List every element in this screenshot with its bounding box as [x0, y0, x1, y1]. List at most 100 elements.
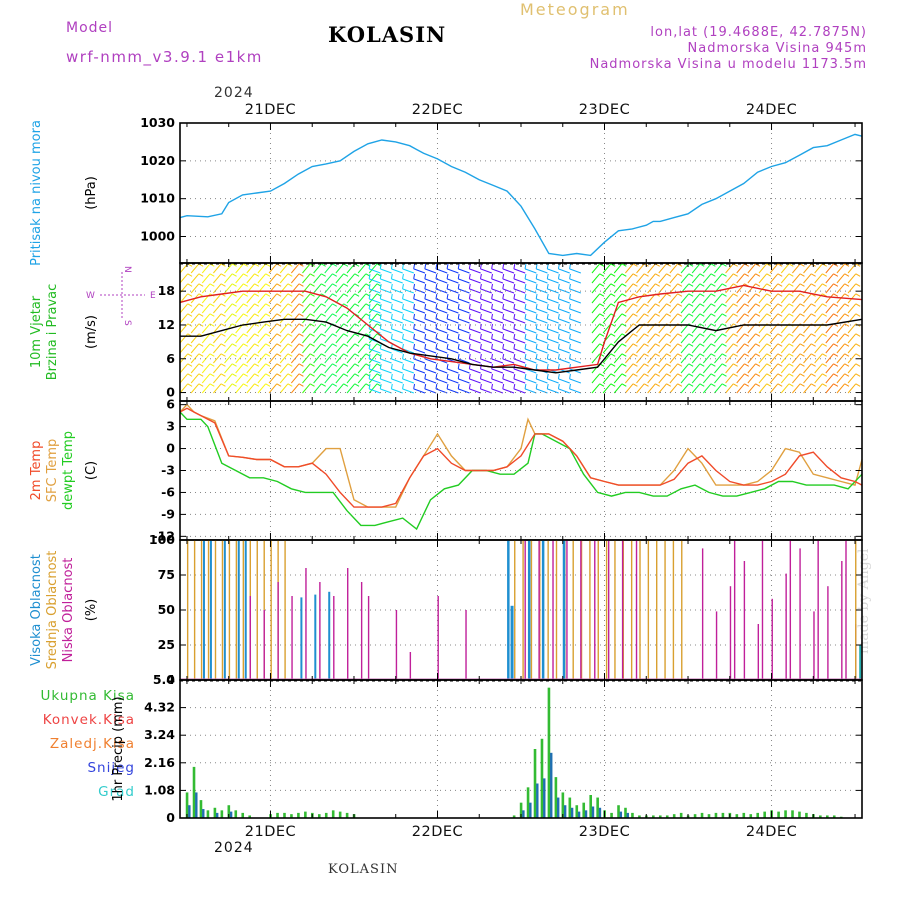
wind-barb — [558, 379, 569, 383]
wind-barb — [759, 374, 767, 383]
wind-barb — [369, 284, 370, 289]
wind-barb — [492, 279, 503, 283]
wind-barb — [414, 264, 415, 269]
wind-barb — [225, 364, 233, 373]
wind-barb — [681, 314, 689, 323]
wind-barb — [403, 319, 414, 323]
wind-barb — [692, 264, 700, 273]
y-tick-label: 1.08 — [144, 782, 175, 797]
wind-barb — [447, 264, 448, 269]
precip-bar — [221, 810, 224, 818]
wind-barb — [611, 294, 615, 297]
wind-barb — [503, 384, 504, 389]
wind-barb — [425, 309, 436, 313]
wind-barb — [232, 384, 236, 387]
wind-barb — [681, 364, 689, 373]
wind-barb — [492, 309, 503, 313]
wind-barb — [558, 339, 569, 343]
cloud-bar — [465, 610, 466, 680]
wind-barb — [314, 274, 322, 283]
wind-barb — [480, 274, 481, 279]
wind-barb — [834, 334, 838, 337]
wind-barb — [856, 294, 860, 297]
wind-barb — [391, 359, 402, 363]
wind-barb — [514, 379, 525, 383]
wind-barb — [503, 309, 514, 313]
wind-barb — [722, 334, 726, 337]
wind-barb — [255, 274, 259, 277]
wind-barb — [469, 329, 480, 333]
wind-barb — [299, 324, 303, 327]
wind-barb — [711, 354, 715, 357]
wind-barb — [837, 264, 845, 273]
wind-barb — [756, 284, 760, 287]
wind-barb — [789, 384, 793, 387]
wind-barb — [637, 294, 645, 303]
wind-barb — [358, 364, 366, 373]
wind-barb — [611, 374, 615, 377]
wind-barb — [380, 279, 391, 283]
cloud-bar — [841, 561, 842, 680]
wind-barb — [800, 374, 804, 377]
wind-barb — [633, 334, 637, 337]
wind-barb — [436, 369, 447, 373]
wind-barb — [503, 284, 504, 289]
wind-barb — [600, 314, 604, 317]
wind-barb — [414, 299, 425, 303]
wind-barb — [344, 364, 348, 367]
wind-barb — [811, 284, 815, 287]
wind-barb — [792, 334, 800, 343]
cloud-bar — [589, 540, 590, 680]
wind-barb — [703, 304, 711, 313]
wind-barb — [711, 324, 715, 327]
wind-barb — [255, 294, 259, 297]
wind-barb — [848, 284, 856, 293]
wind-barb — [391, 364, 392, 369]
wind-barb — [622, 314, 626, 317]
wind-barb — [703, 364, 711, 373]
wind-barb — [258, 264, 266, 273]
wind-barb — [247, 344, 255, 353]
wind-barb — [659, 344, 667, 353]
wind-barb — [344, 284, 348, 287]
wind-barb — [756, 274, 760, 277]
wind-barb — [800, 274, 804, 277]
wind-barb — [503, 269, 514, 273]
precip-bar-rain — [564, 805, 566, 818]
wind-barb — [225, 344, 233, 353]
panel-3-labels: Visoka Oblacnost Srednja Oblacnost Niska O… — [29, 551, 99, 670]
wind-barb — [659, 314, 667, 323]
cloud-bar — [556, 540, 557, 680]
wind-barb — [845, 344, 849, 347]
wind-barb — [414, 274, 415, 279]
wind-barb — [700, 344, 704, 347]
wind-barb — [611, 334, 615, 337]
wind-barb — [792, 304, 800, 313]
wind-barb — [291, 294, 299, 303]
wind-barb — [525, 294, 526, 299]
wind-barb — [436, 279, 447, 283]
wind-barb — [436, 319, 447, 323]
wind-legend-w: W — [86, 291, 95, 301]
wind-barb — [800, 304, 804, 307]
wind-barb — [436, 324, 437, 329]
cloud-bar — [817, 540, 818, 680]
wind-barb — [332, 284, 336, 287]
cloud-bar — [224, 540, 226, 680]
wind-barb — [391, 294, 392, 299]
y-tick-label: 5.4 — [153, 672, 175, 687]
panel-4-grid — [180, 680, 900, 818]
wind-barb — [678, 284, 682, 287]
meteogram-chart: 1000101010201030Pritisak na nivou mora (h… — [0, 0, 900, 900]
wind-barb — [469, 389, 480, 393]
cloud-bar — [636, 540, 637, 680]
wind-barb — [536, 384, 537, 389]
wind-barb — [288, 344, 292, 347]
wind-barb — [344, 384, 348, 387]
wind-barb — [804, 384, 812, 393]
wind-barb — [670, 334, 678, 343]
wind-barb — [781, 334, 789, 343]
wind-barb — [425, 299, 436, 303]
wind-barb — [726, 384, 734, 393]
wind-barb — [503, 304, 504, 309]
